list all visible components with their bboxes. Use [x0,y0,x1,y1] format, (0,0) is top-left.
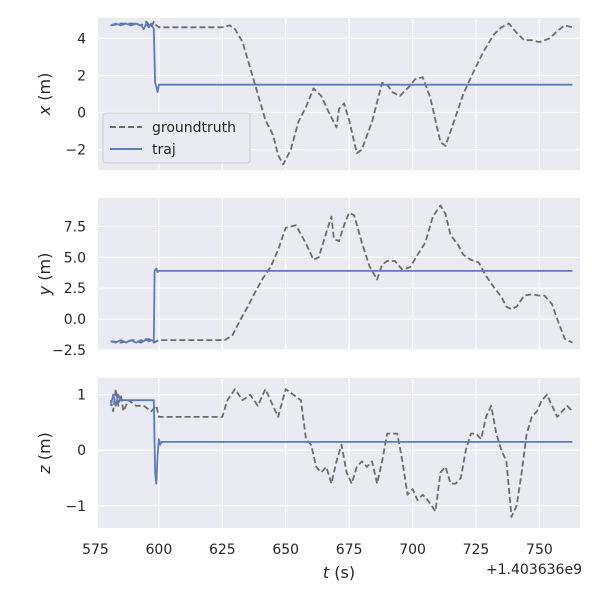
y-tick-label: −2.5 [52,343,86,359]
series-groundtruth-line [109,388,574,518]
y-tick-label: 0 [77,106,86,122]
legend: groundtruth traj [102,112,251,164]
x-tick-label: 575 [82,542,109,558]
y-tick-label: 1 [77,388,86,404]
x-tick-label: 700 [399,542,426,558]
legend-traj-label: traj [152,142,176,158]
y-tick-label: −2 [65,143,86,159]
y-tick-label: 7.5 [64,219,86,235]
panel-background [98,198,580,350]
y-axis-label: y (m) [35,253,54,297]
y-tick-label: 0 [77,443,86,459]
series-traj-line [110,267,573,344]
x-tick-label: 725 [463,542,490,558]
y-tick-label: 0.0 [64,312,86,328]
y-tick-label: −1 [65,499,86,515]
legend-groundtruth-label: groundtruth [152,120,236,136]
y-tick-label: 2.5 [64,281,86,297]
panel-1: −2.5 0.0 2.5 5.0 7.5 y (m) [35,198,580,359]
y-tick-label: 2 [77,68,86,84]
x-tick-label: 650 [272,542,299,558]
x-tick-label: 600 [146,542,173,558]
x-tick-label: 675 [336,542,363,558]
x-tick-label: 625 [209,542,236,558]
y-axis-label: z (m) [35,432,54,475]
y-tick-label: 4 [77,31,86,47]
x-axis-offset-label: +1.403636e9 [486,562,582,578]
x-axis-label: t (s) [323,563,355,582]
y-axis-label: x (m) [35,73,54,117]
panel-2: −1 0 1 z (m) 575 600 625 650 675 700 725 750 [35,378,580,558]
legend-box [102,112,251,164]
series-groundtruth-line [110,204,573,344]
series-traj-line [109,393,573,485]
panels-layer: −2 0 2 4 x (m) −2.5 0.0 2.5 5.0 7.5 y (m) −1 0 1 z (m)… [35,18,580,558]
y-tick-label: 5.0 [64,250,86,266]
series-groundtruth-line [110,20,573,166]
series-traj-line [110,22,573,93]
x-tick-label: 750 [526,542,553,558]
